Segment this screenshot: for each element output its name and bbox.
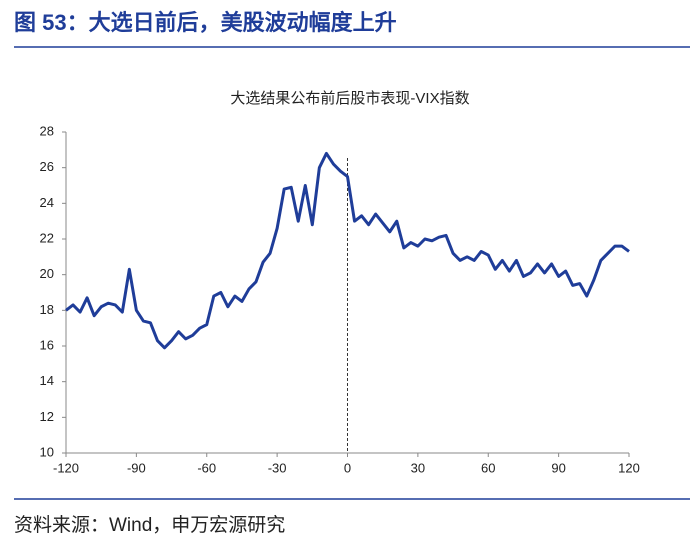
x-tick-label: -90 — [127, 460, 146, 475]
header-title: 图 53：大选日前后，美股波动幅度上升 — [14, 10, 397, 35]
y-tick-label: 24 — [40, 195, 54, 210]
x-tick-label: 0 — [344, 460, 351, 475]
y-tick-label: 20 — [40, 266, 54, 281]
source-note: 资料来源：Wind，申万宏源研究 — [14, 514, 285, 536]
x-tick-label: 120 — [618, 460, 640, 475]
y-tick-label: 10 — [40, 444, 54, 459]
x-tick-label: 90 — [551, 460, 565, 475]
y-tick-label: 22 — [40, 230, 54, 245]
x-tick-label: 60 — [481, 460, 495, 475]
y-tick-label: 26 — [40, 159, 54, 174]
x-tick-label: -120 — [53, 460, 79, 475]
data-line — [65, 151, 630, 350]
y-tick-label: 18 — [40, 302, 54, 317]
x-tick-label: -30 — [268, 460, 287, 475]
x-tick-label: 30 — [411, 460, 425, 475]
y-tick-label: 12 — [40, 409, 54, 424]
x-tick-label: -60 — [197, 460, 216, 475]
y-tick-label: 16 — [40, 337, 54, 352]
y-tick-label: 28 — [40, 123, 54, 138]
chart-title: 大选结果公布前后股市表现-VIX指数 — [230, 90, 469, 107]
y-tick-label: 14 — [40, 373, 54, 388]
